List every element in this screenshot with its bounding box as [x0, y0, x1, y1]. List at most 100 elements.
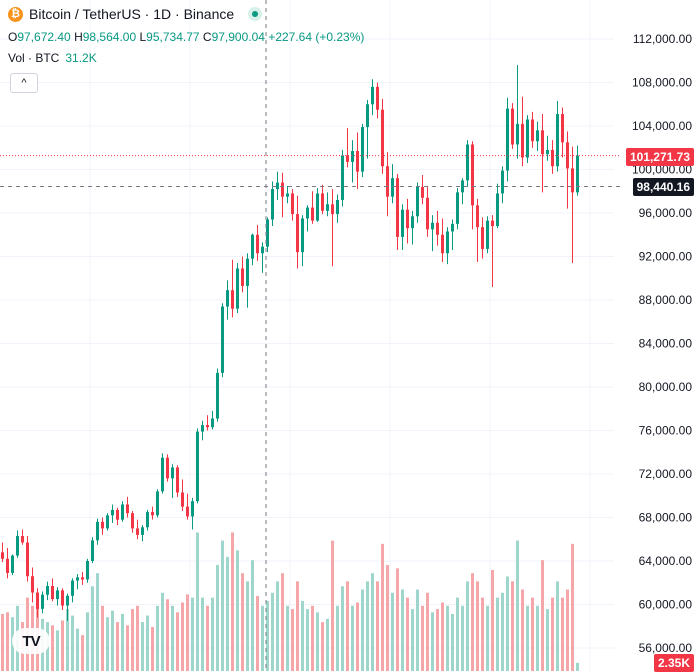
volume-bar [236, 550, 239, 671]
collapse-legend-button[interactable]: ^ [10, 73, 38, 93]
candle-body [556, 114, 559, 167]
volume-bar [171, 605, 174, 671]
volume-bar [491, 569, 494, 671]
candle-body [336, 199, 339, 215]
volume-bar [446, 605, 449, 671]
volume-bar [361, 589, 364, 671]
volume-bar [566, 589, 569, 671]
y-tick-label: 64,000.00 [639, 554, 693, 568]
volume-bar [231, 532, 234, 671]
candle-body [6, 558, 9, 573]
candle-body [326, 204, 329, 211]
volume-bar [431, 612, 434, 671]
candle-body [316, 193, 319, 221]
chevron-up-icon: ^ [21, 77, 27, 89]
volume-bar [551, 597, 554, 671]
candle-body [106, 515, 109, 529]
volume-bar [546, 609, 549, 671]
candle-body [401, 209, 404, 237]
volume-bar [411, 609, 414, 671]
volume-bar [256, 596, 259, 671]
volume-bar [251, 560, 254, 671]
volume-bar [121, 613, 124, 671]
volume-bar [476, 581, 479, 671]
y-tick-label: 92,000.00 [639, 250, 693, 264]
candle-body [346, 155, 349, 162]
candle-body [271, 189, 274, 220]
volume-bar [536, 605, 539, 671]
volume-bar [261, 605, 264, 671]
volume-bar [211, 597, 214, 671]
volume-bar [271, 592, 274, 671]
candle-body [431, 222, 434, 230]
volume-bar [66, 609, 69, 671]
candle-body [196, 431, 199, 502]
symbol-title[interactable]: Bitcoin / TetherUS · 1D · Binance [29, 6, 235, 22]
volume-bar [71, 615, 74, 671]
candle-body [351, 151, 354, 162]
volume-bar [206, 605, 209, 671]
candle-body [421, 186, 424, 198]
candle-body [236, 268, 239, 309]
volume-bar [356, 602, 359, 671]
candle-body [456, 192, 459, 224]
y-tick-label: 68,000.00 [639, 511, 693, 525]
bitcoin-icon: ₿ [8, 6, 23, 22]
volume-bar [376, 581, 379, 671]
volume-bar [561, 597, 564, 671]
candle-body [86, 561, 89, 580]
volume-legend[interactable]: Vol · BTC 31.2K [8, 51, 97, 65]
volume-bar [106, 617, 109, 671]
candle-body [266, 219, 269, 247]
candle-body [546, 149, 549, 155]
candle-body [521, 123, 524, 158]
volume-bar [146, 615, 149, 671]
volume-bar [526, 605, 529, 671]
volume-bar [191, 597, 194, 671]
candle-body [416, 186, 419, 217]
candle-body [11, 555, 14, 573]
volume-bar [141, 622, 144, 671]
candle-body [101, 521, 104, 529]
volume-bar [221, 540, 224, 671]
candle-body [511, 108, 514, 145]
low-label: L [139, 30, 147, 44]
volume-bar [401, 589, 404, 671]
volume-bar [301, 600, 304, 671]
candle-body [371, 86, 374, 105]
volume-bar [511, 581, 514, 671]
candle-body [56, 590, 59, 600]
candle-body [91, 540, 94, 561]
candle-body [531, 119, 534, 142]
candle-body [31, 576, 34, 593]
volume-bar [481, 597, 484, 671]
candle-body [571, 168, 574, 193]
symbol-header[interactable]: ₿ Bitcoin / TetherUS · 1D · Binance [8, 6, 263, 22]
candle-body [81, 577, 84, 580]
candle-body [576, 155, 579, 193]
candle-body [506, 108, 509, 171]
volume-bar [346, 581, 349, 671]
candle-body [121, 504, 124, 520]
volume-bar [6, 612, 9, 671]
candle-body [261, 246, 264, 254]
candle-body [296, 214, 299, 253]
market-status-icon[interactable] [248, 7, 263, 21]
volume-bar [471, 573, 474, 671]
candle-body [376, 86, 379, 110]
volume-bar [421, 605, 424, 671]
candle-body [281, 182, 284, 197]
y-tick-label: 84,000.00 [639, 337, 693, 351]
candle-body [141, 527, 144, 535]
y-tick-label: 104,000.00 [632, 119, 692, 133]
tradingview-logo[interactable]: TV [12, 628, 50, 654]
candle-body [186, 506, 189, 517]
candle-body [486, 220, 489, 249]
volume-bar [521, 589, 524, 671]
volume-bar [196, 532, 199, 671]
volume-bar [556, 581, 559, 671]
candle-body [211, 418, 214, 428]
change-value: +227.64 (+0.23%) [268, 30, 365, 44]
